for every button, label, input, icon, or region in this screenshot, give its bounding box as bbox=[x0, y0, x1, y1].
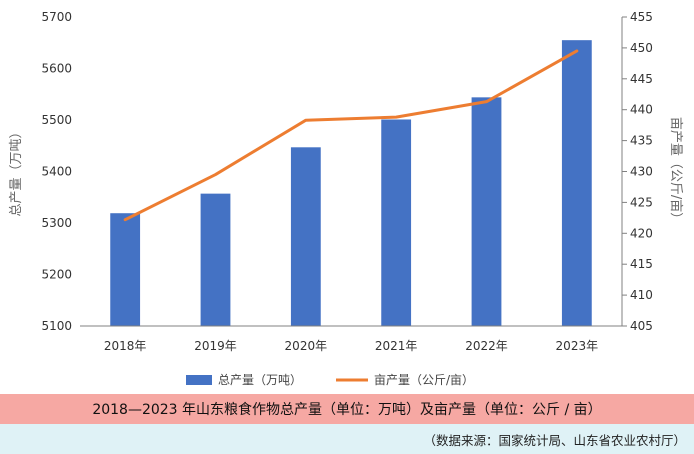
right-tick-label: 430 bbox=[630, 165, 653, 179]
x-tick-label: 2019年 bbox=[194, 339, 237, 353]
source-text: （数据来源：国家统计局、山东省农业农村厅） bbox=[423, 432, 686, 448]
right-tick-label: 450 bbox=[630, 41, 653, 55]
bar-series bbox=[110, 40, 592, 327]
x-tick-label: 2021年 bbox=[375, 339, 418, 353]
line-series bbox=[123, 49, 579, 222]
x-tick-label: 2023年 bbox=[556, 339, 599, 353]
bar bbox=[290, 147, 321, 326]
right-tick-label: 440 bbox=[630, 103, 653, 117]
right-tick-label: 425 bbox=[630, 195, 653, 209]
source-note: （数据来源：国家统计局、山东省农业农村厅） bbox=[0, 424, 694, 454]
x-tick-label: 2018年 bbox=[104, 339, 147, 353]
line-path bbox=[123, 49, 579, 222]
bar bbox=[110, 213, 141, 326]
right-tick-label: 435 bbox=[630, 134, 653, 148]
left-axis-title: 总产量（万吨） bbox=[9, 125, 24, 216]
right-axis-ticks: 405 410 415 420 425 430 435 440 445 450 455 bbox=[622, 10, 653, 333]
right-tick-label: 420 bbox=[630, 226, 653, 240]
right-tick-label: 410 bbox=[630, 288, 653, 302]
x-tick-label: 2020年 bbox=[285, 339, 328, 353]
right-tick-label: 445 bbox=[630, 72, 653, 86]
chart-caption: 2018—2023 年山东粮食作物总产量（单位：万吨）及亩产量（单位：公斤 / … bbox=[0, 394, 694, 424]
right-tick-label: 455 bbox=[630, 10, 653, 24]
left-axis-ticks: 5100 5200 5300 5400 5500 5600 5700 bbox=[41, 10, 72, 333]
x-tick-label: 2022年 bbox=[465, 339, 508, 353]
left-tick-label: 5200 bbox=[41, 268, 72, 282]
legend-bar-label: 总产量（万吨） bbox=[218, 373, 302, 387]
chart-area: 5100 5200 5300 5400 5500 5600 5700 405 410 415 42… bbox=[9, 10, 684, 387]
bar bbox=[471, 97, 502, 326]
left-tick-label: 5100 bbox=[41, 319, 72, 333]
left-tick-label: 5500 bbox=[41, 113, 72, 127]
x-axis-ticks: 2018年 2019年 2020年 2021年 2022年 2023年 bbox=[104, 339, 598, 353]
left-tick-label: 5700 bbox=[41, 10, 72, 24]
left-tick-label: 5300 bbox=[41, 216, 72, 230]
legend-line-label: 亩产量（公斤/亩） bbox=[374, 372, 474, 387]
bar bbox=[200, 193, 231, 326]
caption-text: 2018—2023 年山东粮食作物总产量（单位：万吨）及亩产量（单位：公斤 / … bbox=[92, 402, 602, 418]
left-tick-label: 5600 bbox=[41, 62, 72, 76]
bar bbox=[561, 40, 592, 327]
right-tick-label: 415 bbox=[630, 257, 653, 271]
right-tick-label: 405 bbox=[630, 319, 653, 333]
left-tick-label: 5400 bbox=[41, 165, 72, 179]
legend: 总产量（万吨） 亩产量（公斤/亩） bbox=[186, 372, 474, 387]
bar bbox=[381, 119, 412, 326]
legend-bar-swatch bbox=[186, 375, 212, 385]
right-axis-title: 亩产量（公斤/亩） bbox=[668, 117, 684, 225]
